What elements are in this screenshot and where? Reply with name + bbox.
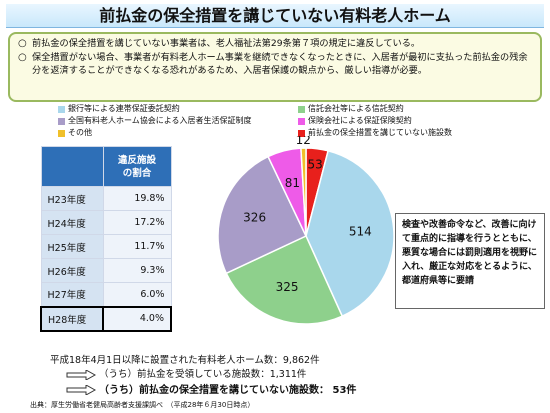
legend-swatch <box>58 129 65 137</box>
legend-label: 全国有料老人ホーム協会による入居者生活保証制度 <box>68 116 252 125</box>
violation-rate-table: 違反施設 の割合 H23年度 19.8% H24年度 17.2% H25年度 1… <box>40 146 172 332</box>
pie-value-label: 325 <box>276 280 299 294</box>
pie-value-label: 12 <box>296 136 311 147</box>
legend-label: 銀行等による連帯保証委託契約 <box>68 104 180 113</box>
legend-label: その他 <box>68 128 92 137</box>
legend-item: 全国有料老人ホーム協会による入居者生活保証制度 <box>58 116 252 126</box>
legend-swatch <box>298 117 305 125</box>
legend-item: 前払金の保全措置を講じていない施設数 <box>298 128 452 138</box>
legend-item: 保険会社による保証保険契約 <box>298 116 412 126</box>
stat-unprotected-homes: （うち）前払金の保全措置を講じていない施設数： 53件 <box>66 381 356 396</box>
stat-text: （うち）前払金の保全措置を講じていない施設数： 53件 <box>99 385 357 396</box>
table-cell-year: H26年度 <box>40 258 104 283</box>
legend-item: 銀行等による連帯保証委託契約 <box>58 104 180 114</box>
pie-value-label: 53 <box>307 157 322 171</box>
note-text: 保全措置がない場合、事業者が有料老人ホーム事業を継続できなくなったときに、入居者… <box>32 51 528 77</box>
table-row: H23年度 19.8% <box>40 186 172 211</box>
legend-label: 信託会社等による信託契約 <box>308 104 404 113</box>
table-cell-year: H23年度 <box>40 186 104 211</box>
table-row: H26年度 9.3% <box>40 258 172 283</box>
legend-label: 前払金の保全措置を講じていない施設数 <box>308 128 452 137</box>
note-text: 前払金の保全措置を講じていない事業者は、老人福祉法第29条第７項の規定に違反して… <box>32 38 421 49</box>
table-cell-pct: 17.2% <box>102 210 172 235</box>
table-cell-pct: 9.3% <box>102 258 172 283</box>
legend-item: その他 <box>58 128 92 138</box>
note-item: ○ 保全措置がない場合、事業者が有料老人ホーム事業を継続できなくなったときに、入… <box>18 51 532 78</box>
arrow-right-icon <box>66 368 97 381</box>
pie-slice <box>217 155 308 275</box>
legend-swatch <box>58 105 65 113</box>
legend-swatch <box>298 105 305 113</box>
legend-label: 保険会社による保証保険契約 <box>308 116 412 125</box>
note-item: ○ 前払金の保全措置を講じていない事業者は、老人福祉法第29条第７項の規定に違反… <box>18 37 532 51</box>
table-cell-year: H27年度 <box>40 282 104 307</box>
table-row: H24年度 17.2% <box>40 210 172 235</box>
legend-item: 信託会社等による信託契約 <box>298 104 404 114</box>
pie-value-label: 326 <box>243 211 266 225</box>
legend-swatch <box>58 117 65 125</box>
pie-value-label: 81 <box>285 176 300 190</box>
pie-value-label: 514 <box>349 224 372 238</box>
pie-slice <box>225 234 344 325</box>
callout-box: 検査や改善命令など、改善に向けて重点的に指導を行うとともに、悪質な場合には罰則適… <box>395 213 545 309</box>
stat-text: （うち）前払金を受領している施設数：1,311件 <box>99 369 307 380</box>
legend-swatch <box>298 129 305 137</box>
table-cell-pct: 11.7% <box>102 234 172 259</box>
table-cell-pct: 6.0% <box>102 282 172 307</box>
arrow-right-icon <box>66 384 97 396</box>
stat-prepayment-homes: （うち）前払金を受領している施設数：1,311件 <box>66 366 307 381</box>
table-row: H27年度 6.0% <box>40 282 172 307</box>
table-header: 違反施設 の割合 <box>102 146 172 187</box>
source-note: 出典：厚生労働省老健局高齢者支援課調べ （平成28年６月30日時点） <box>30 401 255 409</box>
circle-bullet-icon: ○ <box>18 38 27 49</box>
table-header-blank <box>40 146 104 187</box>
stat-total-homes: 平成18年4月1日以降に設置された有料老人ホーム数：9,862件 <box>50 355 320 366</box>
table-cell-year: H28年度 <box>40 305 104 332</box>
page-title: 前払金の保全措置を講じていない有料老人ホーム <box>6 4 544 28</box>
chart-legend: 銀行等による連帯保証委託契約 信託会社等による信託契約 全国有料老人ホーム協会に… <box>58 104 478 144</box>
table-cell-year: H24年度 <box>40 210 104 235</box>
circle-bullet-icon: ○ <box>18 51 27 63</box>
notes-box: ○ 前払金の保全措置を講じていない事業者は、老人福祉法第29条第７項の規定に違反… <box>8 32 542 102</box>
table-cell-pct: 4.0% <box>102 305 172 332</box>
pie-chart: 53 514 325 326 81 12 <box>217 136 395 325</box>
pie-slice <box>300 147 307 237</box>
table-row-highlighted: H28年度 4.0% <box>40 305 172 332</box>
table-cell-year: H25年度 <box>40 234 104 259</box>
table-cell-pct: 19.8% <box>102 186 172 211</box>
table-row: H25年度 11.7% <box>40 234 172 259</box>
pie-slice <box>305 149 395 318</box>
